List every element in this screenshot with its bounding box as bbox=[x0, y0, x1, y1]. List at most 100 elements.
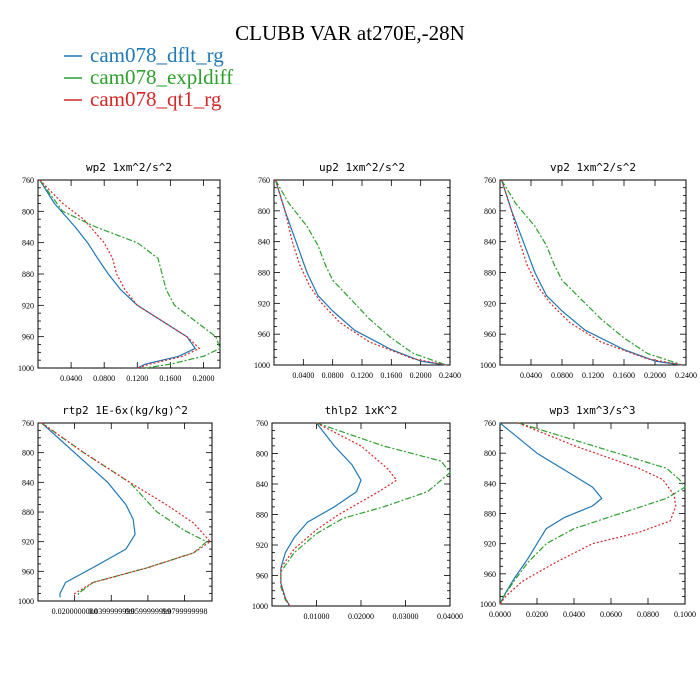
series-line bbox=[280, 422, 362, 607]
y-tick-label: 920 bbox=[22, 301, 34, 310]
x-tick-label: 0.0800 bbox=[551, 371, 573, 380]
y-tick-label: 920 bbox=[484, 540, 496, 549]
chart-panel: rtp2 1E-6x(kg/kg)^2 760 800 840 880 920 960 100… bbox=[18, 404, 213, 616]
x-tick-label: 0.0400 bbox=[292, 371, 314, 380]
legend-label: cam078_qt1_rg bbox=[90, 87, 222, 111]
x-tick-label: 0.0400 bbox=[60, 374, 82, 383]
legend: cam078_dflt_rgcam078_expldiffcam078_qt1_… bbox=[64, 43, 233, 111]
x-tick-label: 0.0800 bbox=[322, 371, 344, 380]
y-tick-label: 840 bbox=[484, 238, 496, 247]
series-line bbox=[501, 179, 683, 366]
x-tick-label: 0.0800 bbox=[93, 374, 115, 383]
y-tick-label: 1000 bbox=[480, 600, 496, 609]
y-tick-label: 1000 bbox=[254, 361, 270, 370]
panel-title: wp3 1xm^3/s^3 bbox=[549, 404, 635, 417]
chart-panel: thlp2 1xK^2 760 800 840 880 920 960 1000 0.01000… bbox=[252, 404, 463, 621]
y-tick-label: 960 bbox=[256, 572, 268, 581]
y-tick-label: 840 bbox=[484, 479, 496, 488]
x-tick-label: 0.2000 bbox=[644, 371, 666, 380]
series-line bbox=[280, 422, 398, 607]
x-tick-label: 0.1200 bbox=[582, 371, 604, 380]
plot-frame bbox=[271, 422, 451, 607]
x-tick-label: 0.0599999999 bbox=[125, 607, 171, 616]
series-line bbox=[41, 422, 208, 598]
y-tick-label: 840 bbox=[258, 238, 270, 247]
panel-title: up2 1xm^2/s^2 bbox=[319, 161, 405, 174]
y-tick-label: 1000 bbox=[480, 361, 496, 370]
plot-frame bbox=[499, 422, 686, 605]
panel-title: wp2 1xm^2/s^2 bbox=[86, 161, 172, 174]
x-tick-label: 0.0800 bbox=[637, 610, 659, 619]
x-tick-label: 0.03000 bbox=[393, 612, 419, 621]
series-line bbox=[501, 179, 683, 366]
x-tick-label: 0.1600 bbox=[613, 371, 635, 380]
y-tick-label: 760 bbox=[256, 419, 268, 428]
y-tick-label: 760 bbox=[22, 176, 34, 185]
y-tick-label: 880 bbox=[484, 269, 496, 278]
series-line bbox=[499, 422, 603, 605]
x-tick-label: 0.0799999998 bbox=[162, 607, 208, 616]
panels: wp2 1xm^2/s^2 760 800 840 880 920 960 1000 0.040… bbox=[18, 161, 697, 621]
x-tick-label: 0.0600 bbox=[600, 610, 622, 619]
x-tick-label: 0.0399999999 bbox=[88, 607, 134, 616]
y-tick-label: 800 bbox=[22, 207, 34, 216]
y-tick-label: 960 bbox=[258, 330, 270, 339]
plot-frame bbox=[37, 179, 221, 369]
x-tick-label: 0.1000 bbox=[674, 610, 696, 619]
y-tick-label: 920 bbox=[22, 538, 34, 547]
series-line bbox=[274, 179, 447, 366]
y-tick-label: 1000 bbox=[18, 597, 34, 606]
x-tick-label: 0.01000 bbox=[304, 612, 330, 621]
series-line bbox=[501, 179, 683, 366]
chart-panel: wp2 1xm^2/s^2 760 800 840 880 920 960 1000 0.040… bbox=[18, 161, 221, 383]
x-tick-label: 0.04000 bbox=[437, 612, 463, 621]
x-tick-label: 0.1600 bbox=[380, 371, 402, 380]
y-tick-label: 800 bbox=[484, 449, 496, 458]
y-tick-label: 920 bbox=[484, 299, 496, 308]
series-line bbox=[280, 422, 451, 607]
y-tick-label: 920 bbox=[256, 541, 268, 550]
y-tick-label: 880 bbox=[484, 510, 496, 519]
x-tick-label: 0.0200000000 bbox=[52, 607, 98, 616]
series-line bbox=[41, 422, 136, 598]
legend-label: cam078_expldiff bbox=[90, 65, 233, 89]
y-tick-label: 880 bbox=[258, 269, 270, 278]
series-line bbox=[274, 179, 447, 366]
y-tick-label: 760 bbox=[22, 419, 34, 428]
y-tick-label: 760 bbox=[484, 419, 496, 428]
panel-title: thlp2 1xK^2 bbox=[325, 404, 398, 417]
x-tick-label: 0.2000 bbox=[410, 371, 432, 380]
legend-label: cam078_dflt_rg bbox=[90, 43, 224, 67]
y-tick-label: 880 bbox=[256, 511, 268, 520]
x-tick-label: 0.2400 bbox=[439, 371, 461, 380]
y-tick-label: 960 bbox=[484, 570, 496, 579]
y-tick-label: 960 bbox=[22, 333, 34, 342]
y-tick-label: 840 bbox=[256, 480, 268, 489]
y-tick-label: 760 bbox=[484, 176, 496, 185]
y-tick-label: 840 bbox=[22, 239, 34, 248]
panel-title: vp2 1xm^2/s^2 bbox=[550, 161, 636, 174]
y-tick-label: 800 bbox=[256, 450, 268, 459]
x-tick-label: 0.02000 bbox=[348, 612, 374, 621]
series-line bbox=[39, 179, 196, 369]
panel-title: rtp2 1E-6x(kg/kg)^2 bbox=[62, 404, 188, 417]
y-tick-label: 800 bbox=[258, 207, 270, 216]
x-tick-label: 0.1200 bbox=[351, 371, 373, 380]
series-line bbox=[274, 179, 447, 366]
y-tick-label: 840 bbox=[22, 478, 34, 487]
series-line bbox=[499, 422, 686, 605]
y-tick-label: 760 bbox=[258, 176, 270, 185]
y-tick-label: 880 bbox=[22, 508, 34, 517]
y-tick-label: 880 bbox=[22, 270, 34, 279]
y-tick-label: 800 bbox=[484, 207, 496, 216]
x-tick-label: 0.2000 bbox=[192, 374, 214, 383]
x-tick-label: 0.0400 bbox=[520, 371, 542, 380]
x-tick-label: 0.1200 bbox=[126, 374, 148, 383]
figure-title: CLUBB VAR at270E,-28N bbox=[235, 21, 465, 45]
series-line bbox=[39, 179, 221, 369]
x-tick-label: 0.0200 bbox=[526, 610, 548, 619]
series-line bbox=[41, 422, 211, 598]
y-tick-label: 960 bbox=[484, 330, 496, 339]
chart-panel: up2 1xm^2/s^2 760 800 840 880 920 960 1000 0.040… bbox=[254, 161, 461, 380]
